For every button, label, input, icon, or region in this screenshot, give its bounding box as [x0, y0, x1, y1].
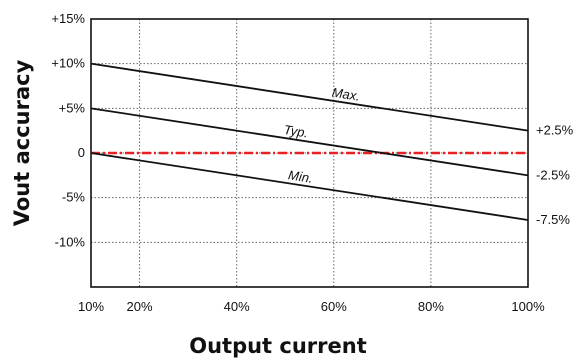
y-tick-label: -10% [55, 234, 86, 249]
y-tick-label: 0 [78, 145, 85, 160]
series-lines: Max. +2.5% Typ. -2.5% Min. -7.5% [90, 62, 574, 227]
y-tick-label: +5% [59, 100, 86, 115]
x-tick-label: 40% [224, 299, 250, 314]
y-tick-label: -5% [62, 190, 86, 205]
x-axis-title: Output current [189, 334, 367, 358]
x-tick-label: 100% [511, 299, 545, 314]
series-end-label-max: +2.5% [536, 123, 574, 138]
y-tick-label: +10% [51, 56, 85, 71]
series-name-label-max: Max. [331, 85, 361, 104]
y-tick-label: +15% [51, 11, 85, 26]
series-end-label-typ: -2.5% [536, 167, 570, 182]
x-tick-labels: 10% 20% 40% 60% 80% 100% [78, 299, 545, 314]
series-end-label-min: -7.5% [536, 212, 570, 227]
x-tick-label: 60% [321, 299, 347, 314]
series-name-label-typ: Typ. [283, 122, 309, 141]
series-line-max [90, 62, 529, 132]
series-line-min [90, 152, 529, 221]
y-axis-title: Vout accuracy [10, 59, 34, 226]
grid-lines [91, 19, 528, 287]
x-tick-label: 20% [127, 299, 153, 314]
x-tick-label: 10% [78, 299, 104, 314]
series-name-label-min: Min. [287, 167, 314, 186]
x-tick-label: 80% [418, 299, 444, 314]
y-tick-labels: +15% +10% +5% 0 -5% -10% [51, 11, 85, 249]
series-line-typ [90, 107, 529, 177]
